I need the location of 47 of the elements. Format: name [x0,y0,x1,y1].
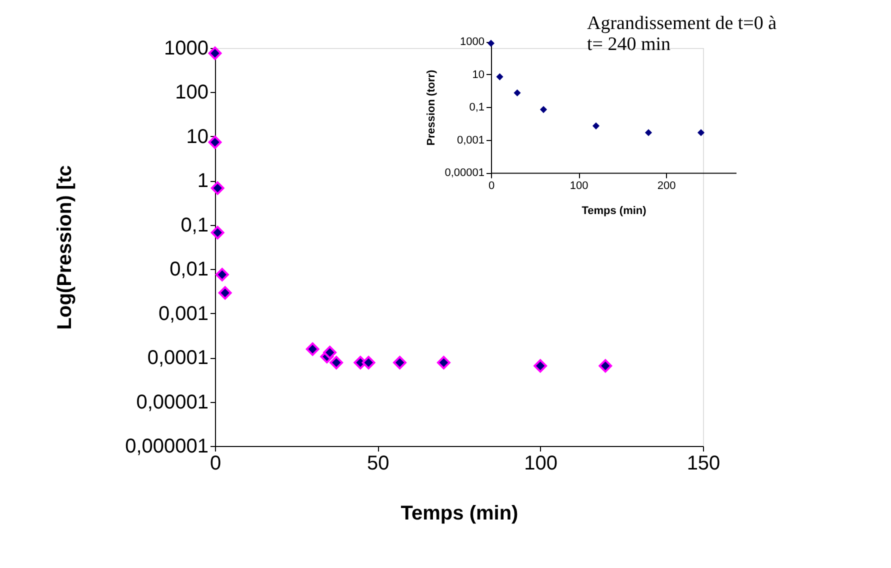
y-tick-label: 0,1 [469,102,484,114]
x-tick-label: 200 [657,180,676,192]
point [210,181,224,195]
y-tick-label: 1 [197,170,208,192]
y-tick-label: 10 [472,68,484,81]
point [514,89,521,96]
point [208,46,222,60]
y-tick-label: 0,0001 [147,347,208,370]
point [534,359,548,373]
point [210,226,224,240]
x-tick-label: 0 [210,452,222,474]
point [306,342,320,356]
x-tick-label: 0 [488,180,495,192]
y-tick-label: 0,01 [170,258,208,281]
y-tick-label: 0,1 [180,214,208,236]
point [362,356,376,370]
point [437,356,450,370]
x-tick-label: 100 [570,180,588,192]
x-tick-label: 50 [367,452,390,474]
x-axis-title: Temps (min) [400,502,518,524]
point [644,129,652,136]
y-tick-label: 100 [175,82,208,104]
y-tick-label: 0,00001 [136,391,208,414]
y-axis-title: Pression (torr) [426,69,438,146]
y-axis-title: Log(Pression) [tc [54,165,76,330]
y-tick-label: 1000 [460,36,484,48]
y-tick-label: 0,001 [456,134,484,146]
chart-title: Agrandissement de t=0 à t= 240 min [587,13,778,55]
point [592,122,600,130]
point [215,268,229,282]
point [697,129,705,136]
y-tick-label: 10 [186,126,208,148]
y-tick-label: 0,00001 [444,167,484,180]
point [323,346,337,360]
point [598,359,612,373]
y-tick-label: 0,001 [158,302,208,325]
point [540,106,548,114]
point [496,73,504,80]
y-tick-label: 1000 [164,38,208,60]
y-tick-label: 0,000001 [125,436,208,458]
point [330,356,344,370]
x-tick-label: 150 [686,452,720,474]
x-axis-title: Temps (min) [582,205,647,218]
point [218,286,232,300]
point [393,356,406,370]
point [208,136,222,149]
x-tick-label: 100 [524,452,558,474]
